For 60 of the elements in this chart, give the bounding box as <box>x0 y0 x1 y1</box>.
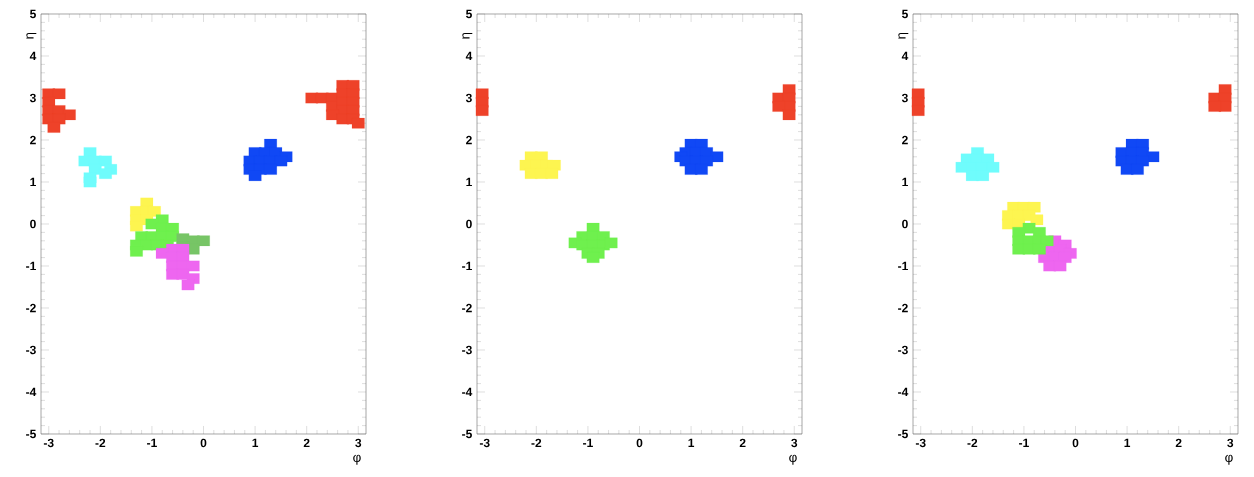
x-tick-label: 3 <box>1227 438 1234 448</box>
y-tick-label: -1 <box>898 261 908 271</box>
x-tick-label: -1 <box>147 438 157 447</box>
x-tick-label: 0 <box>1072 438 1079 448</box>
y-tick-label: 4 <box>901 51 909 61</box>
x-axis-title: φ <box>1225 454 1233 465</box>
y-axis-title: η <box>462 32 473 39</box>
y-tick-label: -4 <box>898 387 909 397</box>
x-tick-label: 2 <box>303 438 310 448</box>
y-axis-title: η <box>898 32 909 39</box>
x-tick-label: 2 <box>739 438 746 448</box>
y-tick-label: -1 <box>462 261 472 271</box>
y-tick-label: 1 <box>902 177 908 187</box>
x-tick-label: -1 <box>583 438 593 447</box>
y-tick-label: 1 <box>466 177 472 187</box>
y-tick-label: 5 <box>466 9 472 19</box>
y-tick-label: -1 <box>26 261 36 271</box>
y-tick-label: -2 <box>462 303 472 313</box>
x-tick-label: 3 <box>791 438 798 448</box>
y-tick-label: 1 <box>30 177 36 187</box>
y-tick-label: 2 <box>902 135 908 145</box>
y-tick-label: 0 <box>466 219 472 229</box>
y-tick-label: -2 <box>898 303 908 313</box>
y-tick-label: 5 <box>901 9 908 19</box>
x-tick-label: 0 <box>636 438 643 448</box>
x-axis-title: φ <box>353 454 361 465</box>
y-tick-label: 4 <box>29 51 37 61</box>
x-tick-label: 0 <box>200 438 207 448</box>
y-tick-label: 5 <box>30 9 36 19</box>
y-tick-label: -5 <box>26 429 36 439</box>
y-tick-label: 4 <box>465 51 473 61</box>
x-tick-label: 1 <box>1124 438 1131 447</box>
x-tick-label: -1 <box>1019 438 1029 447</box>
y-tick-label: -5 <box>462 429 472 439</box>
y-tick-label: -4 <box>462 387 473 397</box>
x-tick-label: 2 <box>1175 438 1182 448</box>
y-tick-label: -2 <box>26 303 36 313</box>
x-tick-label: -2 <box>95 438 106 448</box>
y-tick-label: -4 <box>26 387 37 397</box>
y-tick-label: 2 <box>466 135 472 145</box>
y-tick-label: 0 <box>30 219 36 229</box>
x-tick-label: 3 <box>355 438 362 448</box>
x-tick-label: -3 <box>915 438 926 448</box>
x-tick-label: -3 <box>479 438 490 448</box>
y-tick-label: -3 <box>26 345 36 355</box>
x-tick-label: -3 <box>43 438 54 448</box>
x-tick-label: -2 <box>967 438 978 448</box>
x-tick-label: 1 <box>688 438 695 447</box>
y-tick-label: 3 <box>901 93 908 103</box>
y-axis-title: η <box>26 32 37 39</box>
y-tick-label: 3 <box>29 93 36 103</box>
y-tick-label: 0 <box>902 219 908 229</box>
y-tick-label: -3 <box>898 345 908 355</box>
x-tick-label: -2 <box>531 438 542 448</box>
x-tick-label: 1 <box>252 438 259 447</box>
y-tick-label: -3 <box>462 345 472 355</box>
x-axis-title: φ <box>789 454 797 465</box>
y-tick-label: 2 <box>30 135 36 145</box>
y-tick-label: -5 <box>898 429 908 439</box>
y-tick-label: 3 <box>465 93 472 103</box>
